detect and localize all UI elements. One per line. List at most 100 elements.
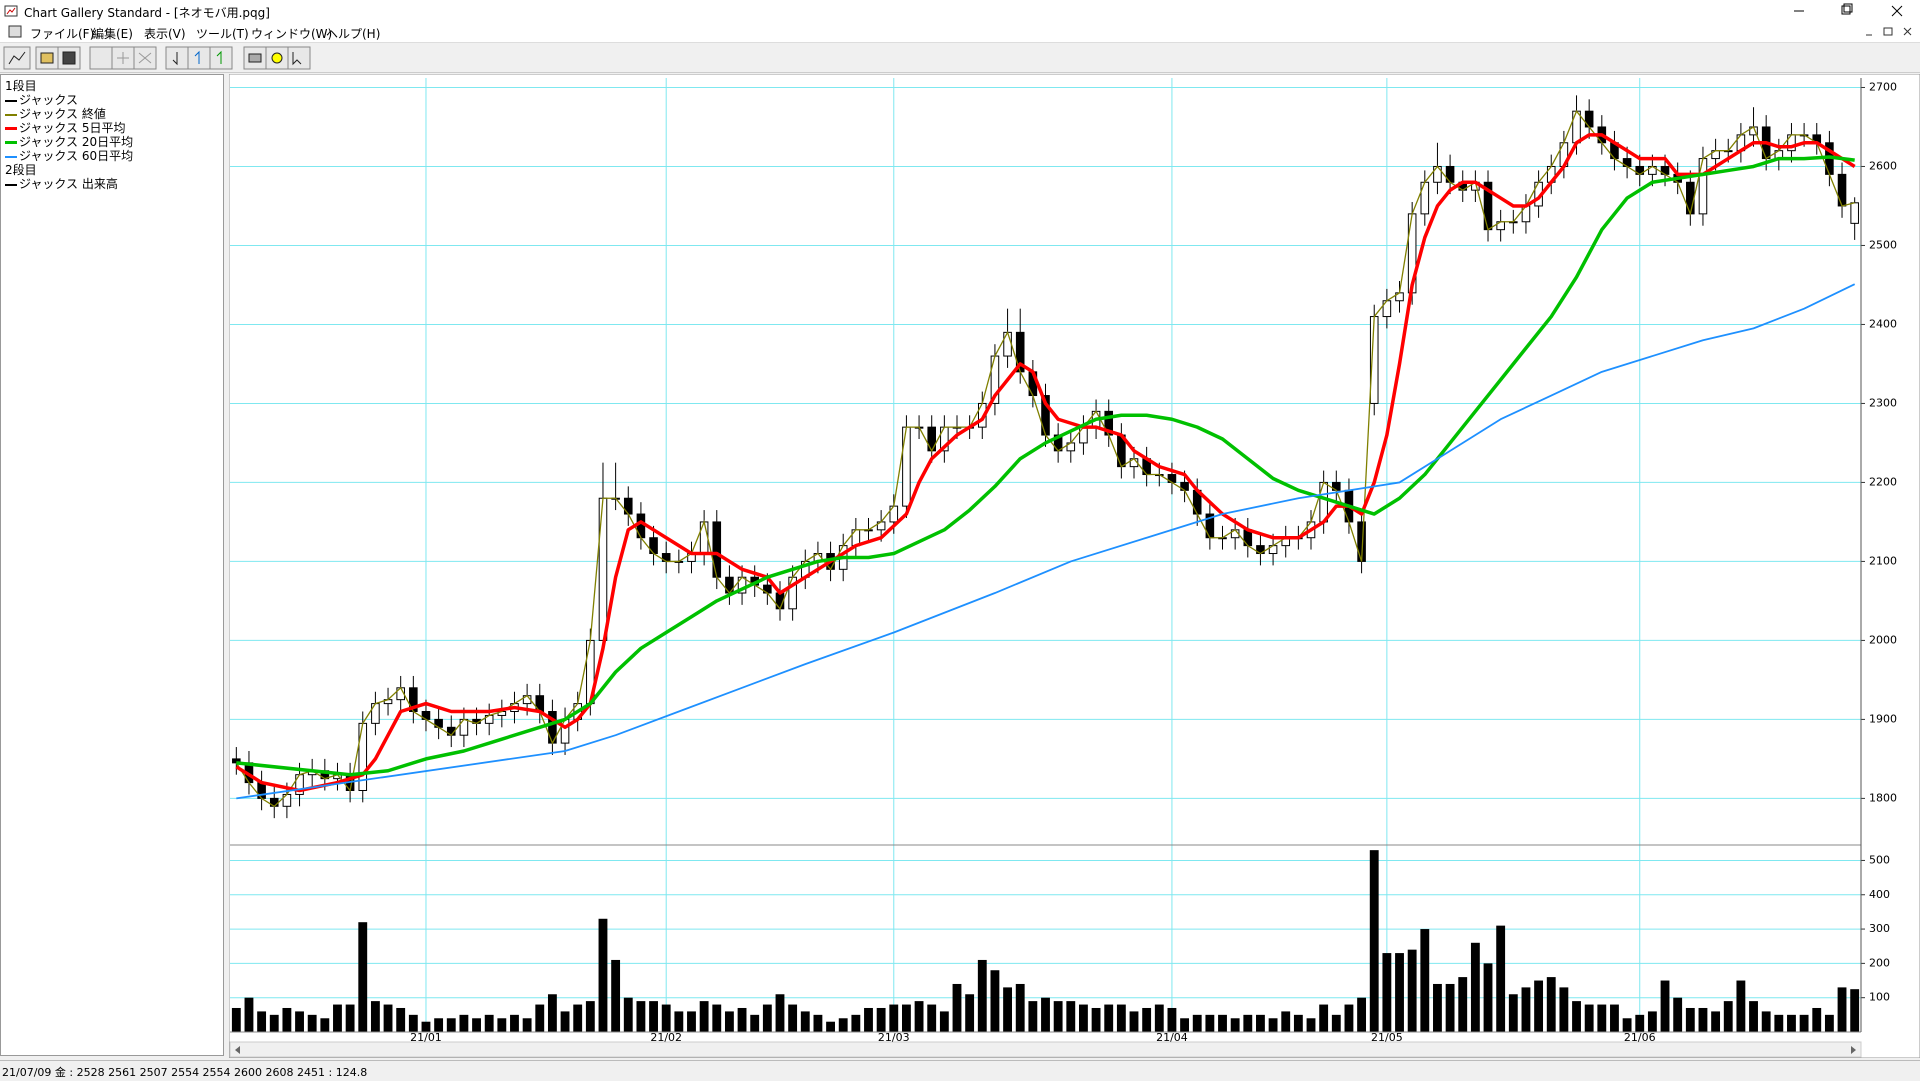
volume-bar bbox=[585, 1001, 595, 1032]
volume-bar bbox=[623, 997, 633, 1032]
scroll-right[interactable] bbox=[1851, 1046, 1856, 1054]
volume-bar bbox=[345, 1004, 355, 1032]
legend-item[interactable]: ジャックス 60日平均 bbox=[5, 147, 133, 164]
volume-bar bbox=[1433, 983, 1442, 1032]
status-bar: 21/07/09 金 : 2528 2561 2507 2554 2554 26… bbox=[0, 1060, 1920, 1081]
candle-body bbox=[1686, 181, 1695, 215]
candle-body bbox=[699, 521, 709, 555]
legend-label: ジャックス bbox=[19, 93, 79, 107]
volume-bar bbox=[434, 1018, 444, 1032]
legend-label: ジャックス 出来高 bbox=[19, 177, 118, 191]
volume-bar bbox=[889, 1004, 899, 1032]
candle-body bbox=[1698, 158, 1708, 215]
menu-item[interactable]: ツール(T) bbox=[196, 27, 249, 41]
y-tick-label: 500 bbox=[1869, 853, 1890, 866]
candle-body bbox=[598, 497, 608, 641]
volume-bar bbox=[269, 1014, 279, 1032]
volume-bar bbox=[990, 970, 1000, 1032]
legend-swatch bbox=[5, 155, 17, 158]
volume-bar bbox=[611, 959, 621, 1032]
volume-bar bbox=[724, 1011, 734, 1032]
volume-bar bbox=[1268, 1018, 1278, 1032]
menu-item[interactable]: 表示(V) bbox=[144, 27, 186, 41]
volume-bar bbox=[1420, 929, 1430, 1032]
volume-bar bbox=[838, 1018, 848, 1032]
window-controls[interactable] bbox=[1780, 0, 1920, 22]
y-tick-label: 1900 bbox=[1869, 712, 1897, 725]
volume-bar bbox=[320, 1018, 330, 1032]
doc-icon[interactable] bbox=[8, 25, 22, 39]
volume-bar bbox=[1761, 1011, 1771, 1032]
y-tick-label: 2100 bbox=[1869, 554, 1897, 567]
volume-bar bbox=[459, 1014, 469, 1032]
menu-item[interactable]: ヘルプ(H) bbox=[326, 27, 381, 41]
volume-bar bbox=[1850, 989, 1860, 1032]
chart-background bbox=[229, 74, 1920, 1058]
volume-bar bbox=[535, 1004, 545, 1032]
volume-bar bbox=[295, 1011, 304, 1032]
x-tick-label: 21/04 bbox=[1156, 1031, 1188, 1044]
volume-bar bbox=[1736, 980, 1746, 1032]
volume-bar bbox=[598, 918, 608, 1032]
volume-bar bbox=[1711, 1011, 1721, 1032]
volume-bar bbox=[1774, 1014, 1784, 1032]
volume-bar bbox=[497, 1018, 507, 1032]
y-tick-label: 2500 bbox=[1869, 238, 1897, 251]
volume-bar bbox=[484, 1014, 494, 1032]
volume-bar bbox=[1647, 1011, 1657, 1032]
candle-body bbox=[927, 426, 937, 452]
legend-item[interactable]: ジャックス bbox=[5, 91, 78, 108]
candle-body bbox=[1003, 331, 1012, 357]
legend-swatch bbox=[5, 113, 17, 116]
volume-bar bbox=[927, 1004, 937, 1032]
volume-bar bbox=[1407, 949, 1417, 1032]
volume-bar bbox=[472, 1018, 481, 1032]
volume-bar bbox=[1230, 1018, 1240, 1032]
volume-bar bbox=[775, 994, 785, 1032]
volume-bar bbox=[1079, 1004, 1088, 1032]
volume-bar bbox=[547, 994, 557, 1032]
x-tick-label: 21/03 bbox=[878, 1031, 910, 1044]
mdi-controls[interactable] bbox=[1860, 25, 1920, 39]
volume-bar bbox=[876, 1007, 886, 1032]
volume-bar bbox=[1180, 1018, 1190, 1032]
legend-item[interactable]: ジャックス 終値 bbox=[5, 105, 106, 122]
legend-item[interactable]: ジャックス 20日平均 bbox=[5, 133, 133, 150]
menu-item[interactable]: 編集(E) bbox=[92, 27, 133, 41]
volume-bar bbox=[573, 1004, 583, 1032]
menu-item[interactable]: ウィンドウ(W) bbox=[251, 27, 333, 41]
volume-bar bbox=[901, 1004, 911, 1032]
volume-bar bbox=[661, 1004, 671, 1032]
grid bbox=[230, 78, 1861, 1032]
x-tick-label: 21/05 bbox=[1371, 1031, 1403, 1044]
volume-bar bbox=[1395, 953, 1404, 1032]
legend-label: ジャックス 5日平均 bbox=[19, 121, 126, 135]
panel-label: 1段目 bbox=[5, 79, 37, 93]
volume-bar bbox=[1053, 1001, 1063, 1032]
volume-bar bbox=[1597, 1004, 1607, 1032]
legend-item[interactable]: ジャックス 出来高 bbox=[5, 175, 118, 192]
volume-bar bbox=[952, 983, 962, 1032]
menu-item[interactable]: ファイル(F) bbox=[30, 27, 95, 41]
volume-bar bbox=[244, 997, 254, 1032]
y-tick-label: 400 bbox=[1869, 888, 1890, 901]
volume-bar bbox=[1673, 997, 1683, 1032]
volume-bar bbox=[370, 1001, 380, 1032]
toolbar-buttons[interactable] bbox=[0, 44, 330, 72]
legend-item[interactable]: ジャックス 5日平均 bbox=[5, 119, 126, 136]
volume-bar bbox=[383, 1004, 393, 1032]
volume-bar bbox=[1243, 1014, 1253, 1032]
y-tick-label: 2200 bbox=[1869, 475, 1897, 488]
scrollbar[interactable] bbox=[229, 1041, 1862, 1058]
scroll-left[interactable] bbox=[235, 1046, 240, 1054]
candle-body bbox=[1850, 202, 1859, 224]
volume-bar bbox=[1015, 983, 1025, 1032]
chart: 1800 1900 2000 2100 2200 2300 2400 2500 2600 2700… bbox=[229, 74, 1920, 1058]
volume-bar bbox=[1812, 1007, 1822, 1032]
volume-bar bbox=[408, 1014, 418, 1032]
volume-bar bbox=[1281, 1011, 1291, 1032]
candle-body bbox=[712, 521, 722, 578]
volume-bar bbox=[1382, 953, 1392, 1032]
volume-bar bbox=[977, 959, 987, 1032]
moving-average-line bbox=[235, 133, 1856, 793]
